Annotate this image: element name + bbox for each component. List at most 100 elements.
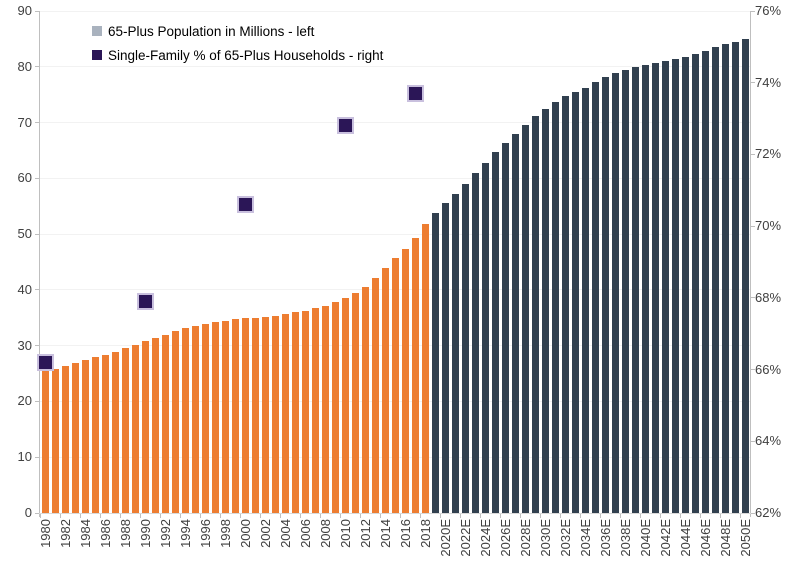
- population-bar: [311, 308, 319, 513]
- gridline: [40, 233, 750, 235]
- population-bar: [41, 371, 49, 513]
- population-bar: [401, 249, 409, 513]
- population-bar: [421, 224, 429, 513]
- y-axis-label-right: 66%: [755, 361, 782, 377]
- x-axis-label: 2016: [397, 519, 413, 548]
- single-family-legend-marker-icon: [92, 50, 102, 60]
- x-axis-tick: [179, 514, 181, 518]
- y-axis-label-left: 90: [17, 3, 32, 18]
- y-axis-label-right: 64%: [755, 433, 782, 449]
- x-axis-label: 1982: [57, 519, 73, 548]
- x-axis-label: 2006: [297, 519, 313, 548]
- gridline: [40, 66, 750, 68]
- population-bar-estimate: [571, 91, 579, 513]
- x-axis-label: 2038E: [617, 519, 633, 557]
- right-axis-tick: [751, 369, 755, 371]
- y-axis-label-right: 62%: [755, 505, 782, 520]
- population-bar-estimate: [471, 172, 479, 513]
- population-bar: [321, 305, 329, 513]
- population-bar-estimate: [581, 87, 589, 513]
- y-axis-label-left: 10: [17, 449, 32, 465]
- y-axis-label-left: 20: [17, 393, 32, 409]
- population-bar: [291, 312, 299, 513]
- y-axis-label-left: 70: [17, 114, 32, 130]
- x-axis-tick: [539, 514, 541, 518]
- population-bar: [281, 313, 289, 513]
- x-axis-label: 2048E: [717, 519, 733, 557]
- population-bar: [131, 345, 139, 513]
- population-bar: [51, 368, 59, 513]
- population-bar: [211, 322, 219, 513]
- x-axis-label: 2018: [417, 519, 433, 548]
- x-axis-tick: [239, 514, 241, 518]
- population-bar-estimate: [431, 212, 439, 513]
- population-bar-estimate: [461, 183, 469, 513]
- legend: 65-Plus Population in Millions - left Si…: [92, 19, 383, 67]
- gridline: [40, 122, 750, 124]
- population-bar: [301, 310, 309, 513]
- left-axis-tick: [35, 177, 39, 179]
- population-bar: [261, 316, 269, 513]
- population-bar: [411, 238, 419, 513]
- x-axis-tick: [659, 514, 661, 518]
- x-axis-tick: [39, 514, 41, 518]
- legend-item-population: 65-Plus Population in Millions - left: [92, 19, 383, 43]
- population-bar: [61, 365, 69, 513]
- population-bar-estimate: [621, 69, 629, 513]
- x-axis-tick: [699, 514, 701, 518]
- population-bar: [181, 328, 189, 513]
- population-bar: [81, 360, 89, 513]
- population-bar: [111, 351, 119, 513]
- x-axis-tick: [679, 514, 681, 518]
- x-axis-label: 2000: [237, 519, 253, 548]
- x-axis-label: 1998: [217, 519, 233, 548]
- left-axis-tick: [35, 512, 39, 514]
- x-axis-tick: [59, 514, 61, 518]
- x-axis-label: 1986: [97, 519, 113, 548]
- population-bar: [361, 287, 369, 513]
- x-axis-line: [39, 513, 751, 514]
- population-bar-estimate: [631, 67, 639, 513]
- gridline: [40, 177, 750, 179]
- x-axis-label: 1996: [197, 519, 213, 548]
- population-bar-estimate: [691, 53, 699, 513]
- population-bar-estimate: [651, 63, 659, 513]
- x-axis-label: 2050E: [737, 519, 753, 557]
- right-axis-line: [750, 11, 751, 517]
- left-axis-tick: [35, 400, 39, 402]
- population-bar: [241, 318, 249, 513]
- x-axis-tick: [219, 514, 221, 518]
- right-axis-tick: [751, 10, 755, 12]
- population-bar-estimate: [701, 50, 709, 513]
- x-axis-label: 2024E: [477, 519, 493, 557]
- x-axis-label: 1992: [157, 519, 173, 548]
- population-bar-estimate: [741, 38, 749, 513]
- population-bar: [121, 348, 129, 513]
- population-bar: [351, 293, 359, 513]
- x-axis-tick: [399, 514, 401, 518]
- right-axis-tick: [751, 82, 755, 84]
- population-bar: [341, 297, 349, 513]
- right-axis-tick: [751, 297, 755, 299]
- population-bar-estimate: [611, 72, 619, 513]
- x-axis-tick: [259, 514, 261, 518]
- x-axis-label: 2036E: [597, 519, 613, 557]
- x-axis-tick: [279, 514, 281, 518]
- population-bar-estimate: [531, 116, 539, 513]
- x-axis-label: 2044E: [677, 519, 693, 557]
- left-axis-line: [39, 11, 40, 517]
- right-axis-tick: [751, 440, 755, 442]
- x-axis-label: 2002: [257, 519, 273, 548]
- population-bar-estimate: [671, 58, 679, 513]
- x-axis-label: 2042E: [657, 519, 673, 557]
- population-bar-estimate: [501, 142, 509, 513]
- y-axis-label-right: 68%: [755, 289, 782, 305]
- population-bar-estimate: [491, 152, 499, 513]
- population-legend-marker-icon: [92, 26, 102, 36]
- population-bar: [331, 302, 339, 513]
- x-axis-tick: [419, 514, 421, 518]
- population-bar-estimate: [541, 108, 549, 513]
- right-axis-tick: [751, 225, 755, 227]
- legend-label-population: 65-Plus Population in Millions - left: [108, 23, 315, 39]
- population-bar: [151, 337, 159, 513]
